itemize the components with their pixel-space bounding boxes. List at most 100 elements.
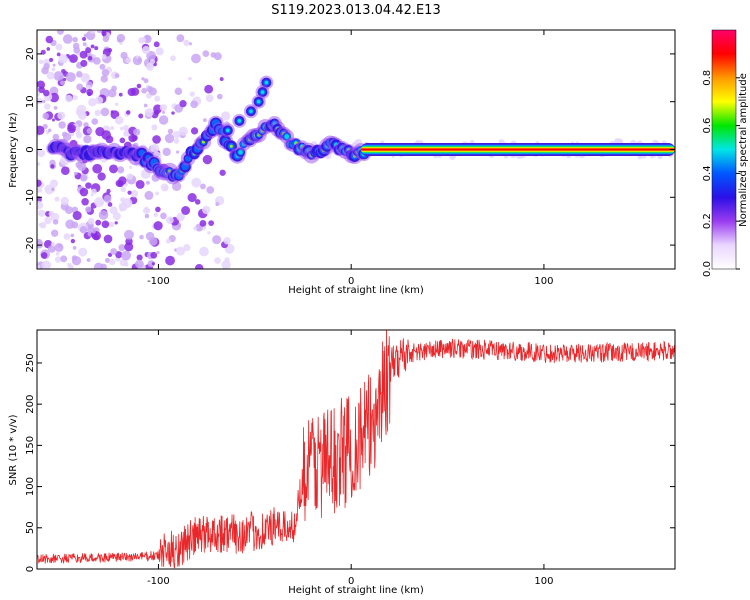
spectrogram-noise-speckle [123,131,129,137]
spectrogram-noise-speckle [54,256,62,263]
spectrogram-noise-speckle [205,94,214,103]
spectrogram-noise-speckle [96,30,103,34]
spectrogram-noise-speckle [80,59,88,67]
spectrogram-noise-speckle [63,233,71,240]
spectrogram-noise-speckle [90,193,94,197]
snr-x-tick-label: 0 [348,576,354,587]
spectrogram-noise-speckle [52,63,56,67]
spectrogram-noise-speckle [48,211,55,217]
spectrogram-noise-speckle [73,46,81,54]
spectrogram-y-axis-label: Frequency (Hz) [8,112,19,188]
spectrogram-noise-speckle [126,173,134,180]
spectrogram-noise-speckle [110,126,115,130]
spectrogram-y-tick-label: -10 [25,189,36,205]
spectrogram-noise-speckle [118,244,126,252]
spectrogram-noise-speckle [50,242,56,247]
spectrogram-noise-speckle [37,187,43,193]
spectrogram-noise-speckle [87,92,92,97]
spectrogram-noise-speckle [37,97,43,105]
spectrogram-y-tick-label: -20 [25,237,36,253]
spectrogram-noise-speckle [100,75,108,83]
spectrogram-branch-blob [260,90,265,94]
snr-y-tick-label: 0 [25,566,36,572]
spectrogram-noise-speckle [101,69,110,77]
snr-y-tick-label: 150 [25,436,36,455]
spectrogram-noise-speckle [51,187,55,192]
spectrogram-noise-speckle [202,50,210,57]
spectrogram-noise-speckle [37,179,42,187]
spectrogram-noise-speckle [52,219,59,225]
spectrogram-noise-speckle [40,252,48,259]
spectrogram-noise-speckle [58,53,68,64]
spectrogram-noise-speckle [143,78,149,84]
spectrogram-noise-speckle [125,57,131,64]
spectrogram-noise-speckle [158,115,169,125]
spectrogram-noise-speckle [155,47,164,56]
spectrogram-noise-speckle [43,89,50,97]
spectrogram-noise-speckle [165,238,171,244]
spectrogram-noise-speckle [107,202,113,207]
spectrogram-noise-speckle [183,39,190,47]
spectrogram-noise-speckle [92,163,103,174]
spectrogram-noise-speckle [199,220,207,227]
spectrogram-noise-speckle [102,35,110,43]
spectrogram-noise-speckle [109,206,118,215]
spectrogram-noise-speckle [38,86,45,94]
colorbar-tick-label: 0.8 [702,70,713,86]
spectrogram-noise-speckle [70,233,75,238]
spectrogram-ridge-blob [238,149,243,155]
spectrogram-noise-speckle [221,260,231,269]
spectrogram-noise-speckle [219,169,226,176]
spectrogram-noise-speckle [164,133,175,144]
spectrogram-noise-speckle [135,259,144,269]
colorbar: 0.0 0.2 0.4 0.6 0.8 Normalized spectral ampl… [702,29,749,277]
spectrogram-noise-speckle [60,196,69,206]
spectrogram-noise-speckle [60,80,65,86]
spectrogram-noise-speckle [156,250,160,254]
spectrogram-noise-speckle [97,172,106,181]
colorbar-label: Normalized spectral amplitude [738,73,749,227]
spectrogram-noise-speckle [115,102,119,107]
spectrogram-noise-speckle [52,133,60,141]
spectrogram-noise-speckle [144,108,154,117]
spectrogram-noise-speckle [53,71,64,81]
spectrogram-noise-speckle [143,103,148,108]
spectrogram-noise-speckle [188,42,193,46]
snr-y-tick-label: 200 [25,395,36,414]
spectrogram-noise-speckle [187,76,192,81]
spectrogram-noise-speckle [76,71,83,78]
spectrogram-noise-speckle [83,135,92,144]
spectrogram-noise-speckle [100,201,104,205]
spectrogram-noise-speckle [37,125,45,135]
spectrogram-noise-speckle [110,248,117,255]
spectrogram-noise-speckle [38,223,43,227]
spectrogram-noise-speckle [176,34,185,43]
spectrogram-noise-speckle [109,258,116,266]
spectrogram-branch-blob [256,99,261,104]
spectrogram-noise-speckle [71,221,79,229]
spectrogram-noise-speckle [42,123,48,129]
spectrogram-noise-speckle [120,186,126,193]
spectrogram-noise-speckle [117,37,122,43]
spectrogram-noise-speckle [75,126,81,132]
spectrogram-noise-speckle [144,213,150,219]
spectrogram-noise-speckle [94,109,101,117]
snr-x-tick-label: 100 [534,576,553,587]
spectrogram-noise-speckle [76,83,84,91]
spectrogram-noise-speckle [165,255,175,266]
spectrogram-noise-speckle [62,132,72,142]
snr-x-tick-label: -100 [147,576,170,587]
spectrogram-noise-speckle [115,251,123,259]
spectrogram-noise-speckle [79,225,88,234]
spectrogram-branch-blob [226,128,230,133]
spectrogram-noise-speckle [119,137,126,144]
colorbar-tick-label: 0.6 [702,118,713,134]
spectrogram-noise-speckle [92,54,97,59]
spectrogram-y-ticks: -20 -10 0 10 20 [25,48,675,253]
spectrogram-noise-speckle [50,229,59,237]
spectrogram-noise-speckle [85,182,92,189]
spectrogram-noise-speckle [127,190,132,195]
spectrogram-noise-speckle [194,199,201,205]
spectrogram-noise-speckle [63,77,67,82]
snr-x-axis-label: Height of straight line (km) [288,585,424,596]
